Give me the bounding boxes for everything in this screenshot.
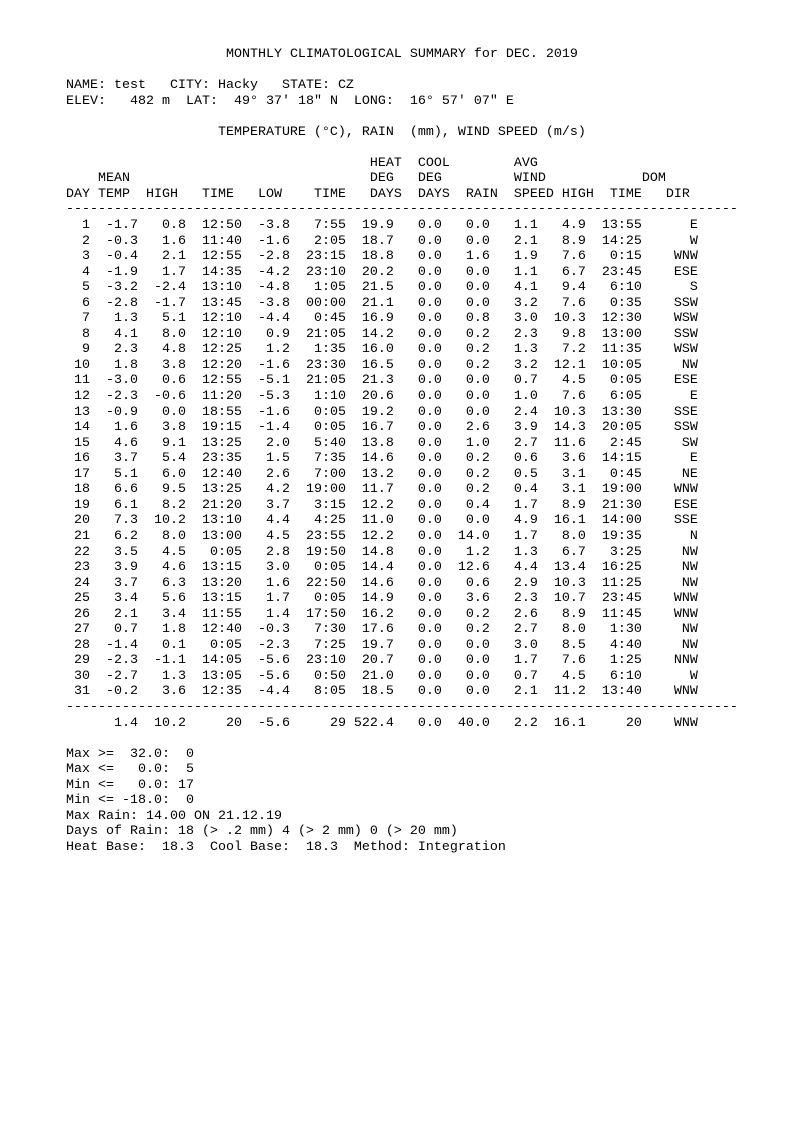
table-separator: ----------------------------------------… [66,202,738,218]
spacer [66,731,794,747]
station-info-line: NAME: test CITY: Hacky STATE: CZ [66,78,354,94]
table-row: 4 -1.9 1.7 14:35 -4.2 23:10 20.2 0.0 0.0… [66,264,698,280]
table-row: 26 2.1 3.4 11:55 1.4 17:50 16.2 0.0 0.2 … [66,606,698,622]
spacer [66,63,794,79]
table-row: 25 3.4 5.6 13:15 1.7 0:05 14.9 0.0 3.6 2… [66,591,698,607]
table-row: 14 1.6 3.8 19:15 -1.4 0:05 16.7 0.0 2.6 … [66,420,698,436]
climatological-report: MONTHLY CLIMATOLOGICAL SUMMARY for DEC. … [66,47,794,855]
stat-min-below: Min <= 0.0: 17 [66,777,194,793]
table-row: 2 -0.3 1.6 11:40 -1.6 2:05 18.7 0.0 0.0 … [66,233,698,249]
spacer [66,140,794,156]
table-row: 28 -1.4 0.1 0:05 -2.3 7:25 19.7 0.0 0.0 … [66,637,698,653]
table-row: 29 -2.3 -1.1 14:05 -5.6 23:10 20.7 0.0 0… [66,653,698,669]
spacer [66,109,794,125]
table-row: 1 -1.7 0.8 12:50 -3.8 7:55 19.9 0.0 0.0 … [66,218,698,234]
table-row: 17 5.1 6.0 12:40 2.6 7:00 13.2 0.0 0.2 0… [66,466,698,482]
table-row: 19 6.1 8.2 21:20 3.7 3:15 12.2 0.0 0.4 1… [66,497,698,513]
stat-bases-method: Heat Base: 18.3 Cool Base: 18.3 Method: … [66,839,506,855]
table-row: 10 1.8 3.8 12:20 -1.6 23:30 16.5 0.0 0.2… [66,357,698,373]
table-row: 23 3.9 4.6 13:15 3.0 0:05 14.4 0.0 12.6 … [66,560,698,576]
units-line: TEMPERATURE (°C), RAIN (mm), WIND SPEED … [217,124,586,140]
table-row: 27 0.7 1.8 12:40 -0.3 7:30 17.6 0.0 0.2 … [66,622,698,638]
table-row: 8 4.1 8.0 12:10 0.9 21:05 14.2 0.0 0.2 2… [66,326,698,342]
table-row: 13 -0.9 0.0 18:55 -1.6 0:05 19.2 0.0 0.0… [66,404,698,420]
table-row: 7 1.3 5.1 12:10 -4.4 0:45 16.9 0.0 0.8 3… [66,311,698,327]
stat-max-rain: Max Rain: 14.00 ON 21.12.19 [66,808,282,824]
report-title: MONTHLY CLIMATOLOGICAL SUMMARY for DEC. … [225,47,578,62]
table-body: 1 -1.7 0.8 12:50 -3.8 7:55 19.9 0.0 0.0 … [66,218,794,700]
table-row: 3 -0.4 2.1 12:55 -2.8 23:15 18.8 0.0 1.6… [66,249,698,265]
table-header-row-1: HEAT COOL AVG [66,155,538,171]
table-row: 5 -3.2 -2.4 13:10 -4.8 1:05 21.5 0.0 0.0… [66,280,698,296]
table-row: 18 6.6 9.5 13:25 4.2 19:00 11.7 0.0 0.2 … [66,482,698,498]
table-row: 6 -2.8 -1.7 13:45 -3.8 00:00 21.1 0.0 0.… [66,295,698,311]
table-row: 9 2.3 4.8 12:25 1.2 1:35 16.0 0.0 0.2 1.… [66,342,698,358]
table-row: 15 4.6 9.1 13:25 2.0 5:40 13.8 0.0 1.0 2… [66,435,698,451]
table-summary-row: 1.4 10.2 20 -5.6 29 522.4 0.0 40.0 2.2 1… [66,715,698,731]
table-separator: ----------------------------------------… [66,699,738,715]
stat-days-of-rain: Days of Rain: 18 (> .2 mm) 4 (> 2 mm) 0 … [66,824,458,840]
table-row: 11 -3.0 0.6 12:55 -5.1 21:05 21.3 0.0 0.… [66,373,698,389]
table-header-row-2: MEAN DEG DEG WIND DOM [66,171,666,187]
table-row: 31 -0.2 3.6 12:35 -4.4 8:05 18.5 0.0 0.0… [66,684,698,700]
table-row: 30 -2.7 1.3 13:05 -5.6 0:50 21.0 0.0 0.0… [66,668,698,684]
stat-max-above: Max >= 32.0: 0 [66,746,194,762]
location-info-line: ELEV: 482 m LAT: 49° 37' 18" N LONG: 16°… [66,93,514,109]
table-header-row-3: DAY TEMP HIGH TIME LOW TIME DAYS DAYS RA… [66,186,690,202]
table-row: 24 3.7 6.3 13:20 1.6 22:50 14.6 0.0 0.6 … [66,575,698,591]
stat-max-below: Max <= 0.0: 5 [66,762,194,778]
table-row: 22 3.5 4.5 0:05 2.8 19:50 14.8 0.0 1.2 1… [66,544,698,560]
stat-min-below-extreme: Min <= -18.0: 0 [66,793,194,809]
table-row: 16 3.7 5.4 23:35 1.5 7:35 14.6 0.0 0.2 0… [66,451,698,467]
table-row: 21 6.2 8.0 13:00 4.5 23:55 12.2 0.0 14.0… [66,528,698,544]
table-row: 20 7.3 10.2 13:10 4.4 4:25 11.0 0.0 0.0 … [66,513,698,529]
table-row: 12 -2.3 -0.6 11:20 -5.3 1:10 20.6 0.0 0.… [66,389,698,405]
